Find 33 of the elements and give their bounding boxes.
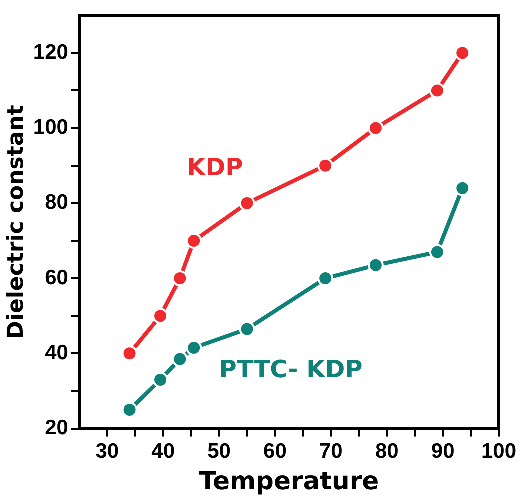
x-tick-label: 50 — [208, 440, 231, 464]
point — [368, 257, 384, 274]
point — [122, 346, 138, 362]
point — [318, 158, 334, 174]
y-tick-label: 60 — [45, 266, 68, 290]
x-tick-label: 90 — [431, 440, 455, 464]
series-label: PTTC- KDP — [219, 355, 363, 384]
series-label: KDP — [187, 153, 244, 182]
point — [172, 351, 188, 368]
x-tick-label: 40 — [152, 440, 176, 464]
point — [368, 120, 384, 136]
x-axis-title: Temperature — [199, 466, 380, 496]
y-tick-label: 80 — [45, 191, 68, 214]
x-tick-label: 80 — [375, 440, 399, 464]
point — [239, 195, 256, 212]
x-tick-label: 30 — [96, 440, 120, 464]
point — [152, 308, 169, 324]
point — [239, 321, 256, 338]
point — [429, 244, 446, 260]
x-tick-label: 70 — [319, 440, 343, 464]
point — [429, 82, 446, 99]
x-tick-label: 60 — [264, 440, 287, 464]
point — [172, 270, 188, 287]
y-tick-label: 100 — [33, 116, 68, 140]
point — [152, 372, 169, 388]
y-tick-label: 40 — [45, 341, 68, 364]
y-tick-label: 20 — [45, 416, 68, 440]
point — [454, 180, 471, 196]
y-tick-label: 120 — [33, 40, 68, 64]
x-tick-label: 100 — [481, 440, 517, 464]
point — [454, 45, 471, 62]
point — [186, 340, 202, 356]
y-axis-title: Dielectric constant — [4, 104, 29, 340]
